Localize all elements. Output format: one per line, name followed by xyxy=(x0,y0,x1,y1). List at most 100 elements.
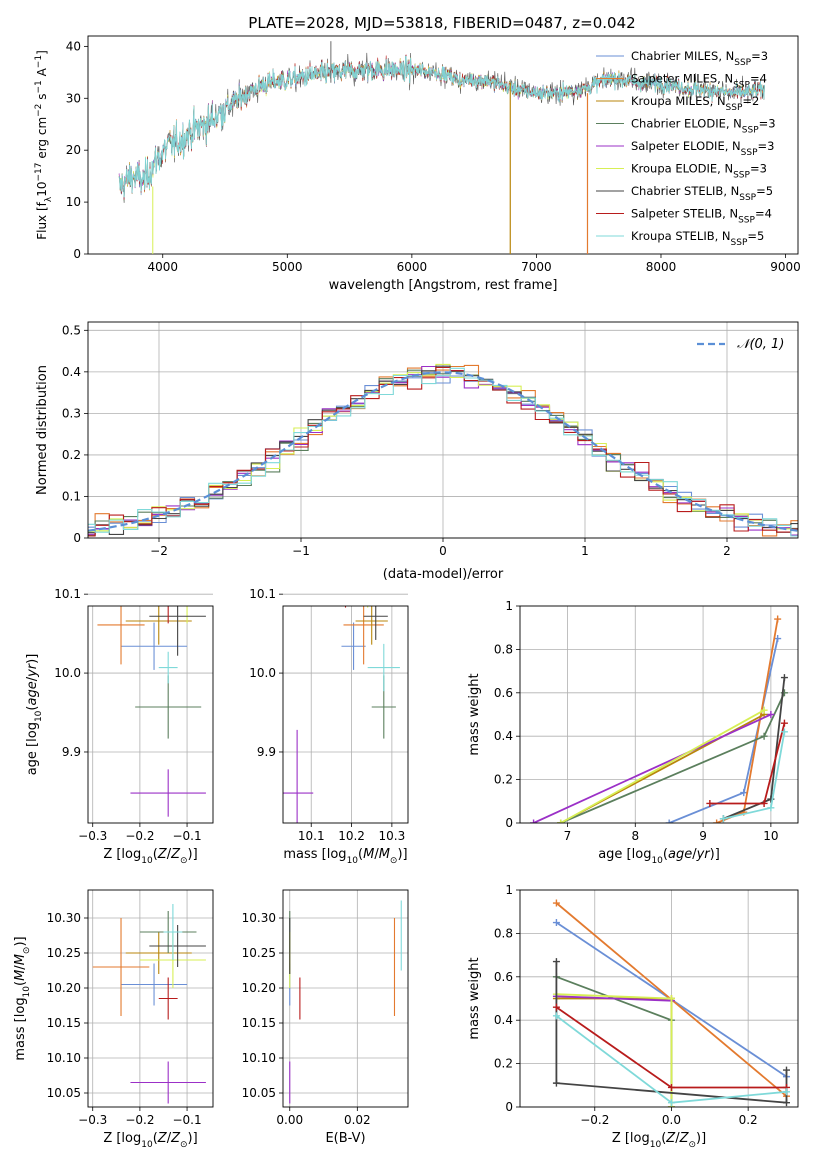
errorbar-points xyxy=(283,606,400,823)
label-part: Z [log xyxy=(103,847,141,862)
label-part: −17 xyxy=(34,163,44,182)
y-axis-label: mass weight xyxy=(467,673,482,755)
label-part: ( xyxy=(153,1131,158,1146)
label-part: Z [log xyxy=(103,1131,141,1146)
label-part: Z xyxy=(157,847,168,862)
y-tick-label: 0.8 xyxy=(494,642,513,656)
label-part: =5 xyxy=(756,184,773,198)
label-part: A xyxy=(35,67,49,80)
y-tick-label: 10.10 xyxy=(47,1051,81,1065)
label-part: ( xyxy=(25,706,40,711)
x-tick-label: 6000 xyxy=(397,260,428,274)
x-tick-label: 8 xyxy=(631,829,639,843)
label-part: ⊙ xyxy=(180,856,188,866)
y-tick-label: 10.15 xyxy=(47,1016,81,1030)
y-tick-label: 10.15 xyxy=(242,1016,276,1030)
label-part: age xyxy=(25,681,40,705)
errorbar-chabrier-miles xyxy=(341,622,366,670)
label-part: ( xyxy=(13,981,28,986)
x-tick-label: 10.2 xyxy=(338,829,365,843)
x-tick-label: 0.02 xyxy=(344,1113,371,1127)
errorbar-chabrier-stelib xyxy=(149,925,206,967)
label-part: ( xyxy=(153,847,158,862)
x-tick-label: −0.1 xyxy=(172,1113,201,1127)
label-part: M xyxy=(363,847,374,862)
weight-marker xyxy=(782,1099,790,1107)
weight-marker xyxy=(780,728,788,736)
x-tick-label: −0.2 xyxy=(125,829,154,843)
label-part: SSP xyxy=(726,103,743,113)
label-part: 10 xyxy=(651,856,663,866)
weight-marker xyxy=(552,958,560,966)
weight-marker xyxy=(552,919,560,927)
x-tick-label: −0.3 xyxy=(78,829,107,843)
label-part: λ xyxy=(44,196,54,202)
x-tick-label: 4000 xyxy=(147,260,178,274)
legend-label: Kroupa STELIB, NSSP=5 xyxy=(631,229,764,248)
panel-mass-vs-EBV: 0.00 0.02 10.05 10.10 10.15 10.20 10.25 10.30 E(… xyxy=(242,889,409,1146)
errorbar-chabrier-miles xyxy=(121,622,188,670)
y-tick-label: 10.1 xyxy=(54,587,81,601)
label-part: / xyxy=(167,847,172,862)
x-tick-label: 0.00 xyxy=(276,1113,303,1127)
label-part: =3 xyxy=(759,117,776,131)
y-tick-label: 0.1 xyxy=(62,489,81,503)
weight-lines xyxy=(530,615,788,823)
label-part: SSP xyxy=(733,171,750,181)
label-part: Z xyxy=(157,1131,168,1146)
errorbar-points xyxy=(97,606,206,817)
x-tick-label: 8000 xyxy=(646,260,677,274)
label-part: ] xyxy=(35,50,49,55)
weight-marker xyxy=(782,1066,790,1074)
label-part: SSP xyxy=(734,58,751,68)
label-part: ⊙ xyxy=(180,1140,188,1150)
weight-marker xyxy=(665,819,673,823)
weight-series-salpeter-stelib xyxy=(706,719,788,807)
weight-marker xyxy=(530,819,538,823)
legend-label: Salpeter ELODIE, NSSP=3 xyxy=(631,139,774,158)
label-part: yr xyxy=(696,847,712,862)
label-part: mass weight xyxy=(467,673,482,755)
weight-series-kroupa-miles xyxy=(557,711,768,823)
label-part: / xyxy=(167,1131,172,1146)
label-part: 10 xyxy=(35,182,49,197)
y-tick-label: 10.0 xyxy=(54,666,81,680)
x-tick-label: 2 xyxy=(723,544,731,558)
errorbar-kroupa-stelib xyxy=(367,643,400,692)
weight-marker xyxy=(667,1099,675,1107)
legend-label: Chabrier MILES, NSSP=3 xyxy=(631,49,768,68)
weight-series-salpeter-stelib xyxy=(552,1003,790,1091)
weight-marker xyxy=(782,1088,790,1096)
y-tick-label: 0.4 xyxy=(494,1013,513,1027)
label-part: )] xyxy=(25,654,40,664)
label-part: Flux [f xyxy=(35,201,49,239)
x-axis-label: age [log10(age/yr)] xyxy=(598,847,720,866)
y-tick-label: 10.1 xyxy=(249,587,276,601)
label-part: SSP xyxy=(738,216,755,226)
errorbar-salpeter-stelib xyxy=(344,606,347,608)
y-tick-label: 40 xyxy=(66,39,81,53)
weight-line xyxy=(668,638,779,823)
weight-series-kroupa-stelib xyxy=(552,1012,790,1107)
weight-marker xyxy=(719,815,727,823)
label-part: M xyxy=(13,970,28,981)
figure-title: PLATE=2028, MJD=53818, FIBERID=0487, z=0… xyxy=(248,14,635,32)
label-part: )] xyxy=(397,847,407,862)
label-part: yr xyxy=(25,662,40,678)
panel-mass-vs-Z: −0.3 −0.2 −0.1 10.05 10.10 10.15 10.20 10.25 10.… xyxy=(13,889,214,1150)
weight-lines xyxy=(552,899,790,1107)
x-tick-label: 0.2 xyxy=(739,1113,758,1127)
y-tick-label: 0.4 xyxy=(62,365,81,379)
errorbar-salpeter-miles xyxy=(97,606,145,665)
weight-series-chabrier-miles xyxy=(665,635,782,823)
label-part: erg cm xyxy=(35,117,49,163)
label-part: =3 xyxy=(758,139,775,153)
label-part: Kroupa MILES, N xyxy=(631,94,726,108)
errorbar-chabrier-miles xyxy=(121,963,188,1006)
y-axis-label: mass weight xyxy=(467,957,482,1039)
x-tick-label: 7 xyxy=(564,829,572,843)
x-tick-label: 1 xyxy=(581,544,589,558)
label-part: age xyxy=(668,847,692,862)
label-part: =4 xyxy=(750,72,767,86)
label-part: M xyxy=(13,954,28,965)
